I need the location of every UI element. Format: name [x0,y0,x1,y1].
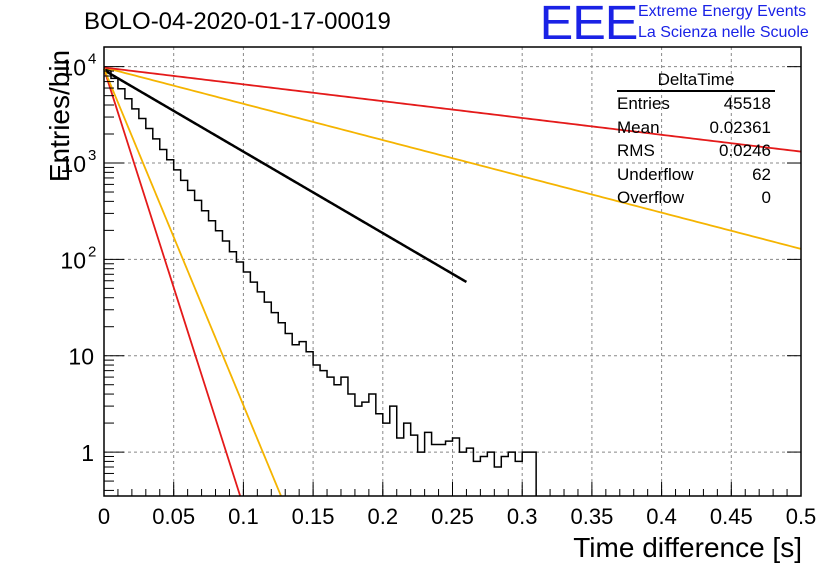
x-tick-label: 0.2 [368,504,399,529]
y-tick-label: 10 [60,151,86,177]
stats-value: 0 [761,188,771,207]
stats-value: 0.0246 [719,141,771,160]
stats-row: Underflow 62 [611,163,779,187]
x-tick-label: 0.25 [431,504,474,529]
stats-label: Overflow [617,188,685,207]
y-tick-label: 10 [60,247,86,273]
axis-ticks [103,66,802,496]
x-tick-label: 0.4 [646,504,677,529]
x-axis-label: Time difference [s] [573,532,802,563]
fit-curve [103,69,468,284]
stats-label: Underflow [617,164,694,184]
x-tick-label: 0.5 [786,504,817,529]
x-tick-label: 0.35 [570,504,613,529]
stats-row: Entries 45518 [611,92,779,116]
y-tick-label: 1 [81,440,94,466]
stats-value: 45518 [723,94,771,113]
eee-logo-mark: EEE [539,0,639,50]
y-axis-label: Entries/bin [44,49,75,183]
stats-box: DeltaTime Entries 45518 Mean 0.02361 RMS 0.… [611,70,779,210]
histogram [104,68,537,496]
fit-curve [103,66,802,153]
tick-labels: 0 0.05 0.1 0.15 0.2 0.25 0.3 0.35 0.4 0.45 0.5 1 10 1… [60,51,816,529]
x-tick-label: 0.1 [228,504,259,529]
fit-curves [103,66,802,497]
x-tick-label: 0.05 [152,504,195,529]
stats-title: DeltaTime [617,70,775,92]
histogram-step-line [104,68,537,496]
y-tick-exponent: 2 [88,243,96,260]
x-tick-label: 0.3 [507,504,538,529]
x-tick-label: 0.15 [292,504,335,529]
x-tick-label: 0.45 [710,504,753,529]
y-tick-label: 10 [68,344,94,370]
stats-row: RMS 0.0246 [611,139,779,163]
fit-curve [103,68,242,497]
x-tick-label: 0 [98,504,110,529]
stats-row: Mean 0.02361 [611,116,779,140]
stats-row: Overflow 0 [611,186,779,210]
fit-curve [103,66,802,250]
y-tick-exponent: 3 [88,147,96,164]
chart-title: BOLO-04-2020-01-17-00019 [84,8,391,35]
eee-logo-line2: La Scienza nelle Scuole [638,24,809,41]
y-tick-exponent: 4 [88,51,96,68]
eee-logo-line1: Extreme Energy Events [638,3,807,20]
stats-label: Mean [617,117,660,137]
stats-value: 0.02361 [709,117,771,137]
stats-label: RMS [617,141,655,160]
stats-label: Entries [617,94,670,113]
fit-curve [103,68,282,497]
stats-value: 62 [752,164,771,184]
y-tick-label: 10 [60,55,86,81]
